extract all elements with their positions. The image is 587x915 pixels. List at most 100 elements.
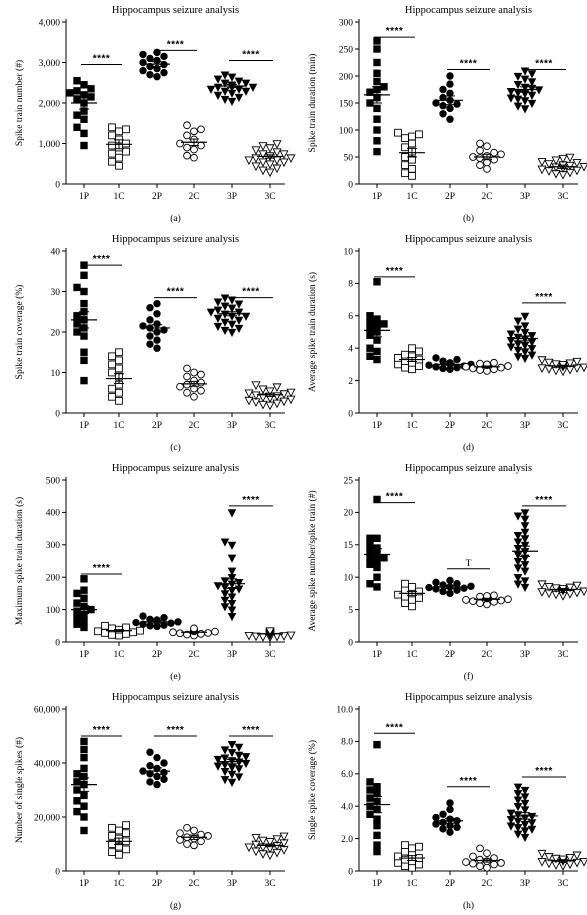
data-point	[551, 854, 561, 864]
data-point	[272, 140, 282, 149]
data-point	[439, 587, 447, 596]
data-point	[160, 52, 168, 61]
data-point	[373, 815, 381, 823]
data-point	[366, 560, 374, 568]
y-tick-label: 6.0	[341, 770, 353, 780]
y-tick-label: 40,000	[34, 759, 60, 769]
data-point	[94, 627, 102, 636]
data-point	[80, 356, 88, 365]
series-3p	[213, 509, 244, 622]
series-1p	[73, 261, 88, 385]
data-point	[544, 160, 554, 169]
data-point	[241, 312, 251, 321]
data-point	[234, 85, 244, 94]
data-point	[227, 304, 237, 313]
data-point	[476, 154, 484, 162]
series-3p	[506, 67, 544, 114]
data-point	[220, 87, 230, 96]
data-point	[366, 794, 374, 802]
x-tick-label-1c: 1C	[113, 650, 124, 660]
data-point	[476, 855, 484, 864]
x-tick-label-2p: 2P	[152, 192, 162, 202]
data-point	[506, 330, 516, 339]
y-axis-label: Number of single spikes (#)	[14, 737, 25, 843]
data-point	[366, 786, 374, 794]
data-point	[366, 331, 374, 339]
significance-label: ****	[535, 495, 553, 506]
data-point	[183, 840, 191, 848]
data-point	[197, 386, 205, 395]
chart-title: Hippocampus seizure analysis	[112, 5, 239, 16]
y-axis-label: Maximum spike train duration (s)	[14, 497, 25, 625]
data-point	[572, 166, 582, 176]
data-point	[244, 631, 254, 641]
x-tick-label-1c: 1C	[406, 879, 417, 889]
data-point	[373, 534, 381, 543]
data-point	[373, 137, 381, 145]
data-point	[373, 315, 381, 323]
data-point	[373, 789, 381, 797]
data-point	[258, 142, 268, 151]
data-point	[160, 759, 168, 767]
data-point	[227, 749, 237, 758]
series-2c	[176, 364, 205, 401]
data-point	[73, 328, 81, 336]
data-point	[160, 614, 168, 622]
x-tick-label-2c: 2C	[481, 879, 492, 889]
y-tick-label: 1,000	[39, 140, 61, 150]
data-point	[432, 363, 440, 371]
data-point	[544, 583, 554, 592]
data-point	[286, 388, 296, 398]
data-point	[537, 588, 547, 597]
data-point	[551, 156, 561, 166]
chart-title: Hippocampus seizure analysis	[405, 692, 532, 703]
data-point	[80, 753, 88, 762]
x-tick-label-1p: 1P	[372, 192, 382, 202]
data-point	[272, 399, 282, 409]
series-2p	[432, 72, 461, 123]
data-point	[432, 578, 440, 587]
data-point	[439, 110, 447, 118]
data-point	[80, 376, 88, 385]
x-tick-label-1p: 1P	[79, 879, 89, 889]
data-point	[73, 589, 81, 598]
data-point	[244, 843, 254, 853]
data-point	[227, 541, 237, 550]
data-point	[251, 381, 261, 391]
data-point	[373, 336, 381, 344]
data-point	[366, 352, 374, 361]
data-point	[80, 575, 88, 583]
data-point	[401, 592, 409, 601]
x-tick-label-1p: 1P	[372, 421, 382, 431]
data-point	[572, 581, 582, 591]
x-tick-label-1c: 1C	[113, 192, 124, 202]
data-point	[80, 813, 88, 821]
data-point	[446, 104, 454, 113]
data-point	[401, 847, 409, 856]
series-3p	[506, 783, 537, 843]
data-point	[476, 146, 484, 155]
data-point	[190, 127, 198, 136]
data-point	[80, 129, 88, 138]
data-point	[122, 829, 130, 838]
chart-title: Hippocampus seizure analysis	[112, 234, 239, 245]
data-point	[279, 632, 289, 641]
data-point	[497, 150, 505, 159]
data-point	[73, 770, 81, 778]
data-point	[544, 358, 554, 368]
data-point	[408, 132, 416, 141]
data-point	[220, 310, 230, 319]
data-point	[439, 364, 447, 373]
data-point	[373, 563, 381, 572]
data-point	[490, 358, 498, 367]
x-tick-label-2c: 2C	[481, 421, 492, 431]
data-point	[497, 363, 505, 372]
data-point	[453, 100, 461, 108]
data-point	[272, 835, 282, 844]
series-1p	[66, 77, 95, 150]
data-point	[439, 810, 447, 819]
data-point	[537, 580, 547, 590]
data-point	[366, 802, 374, 810]
data-point	[401, 161, 409, 169]
data-point	[234, 773, 244, 782]
